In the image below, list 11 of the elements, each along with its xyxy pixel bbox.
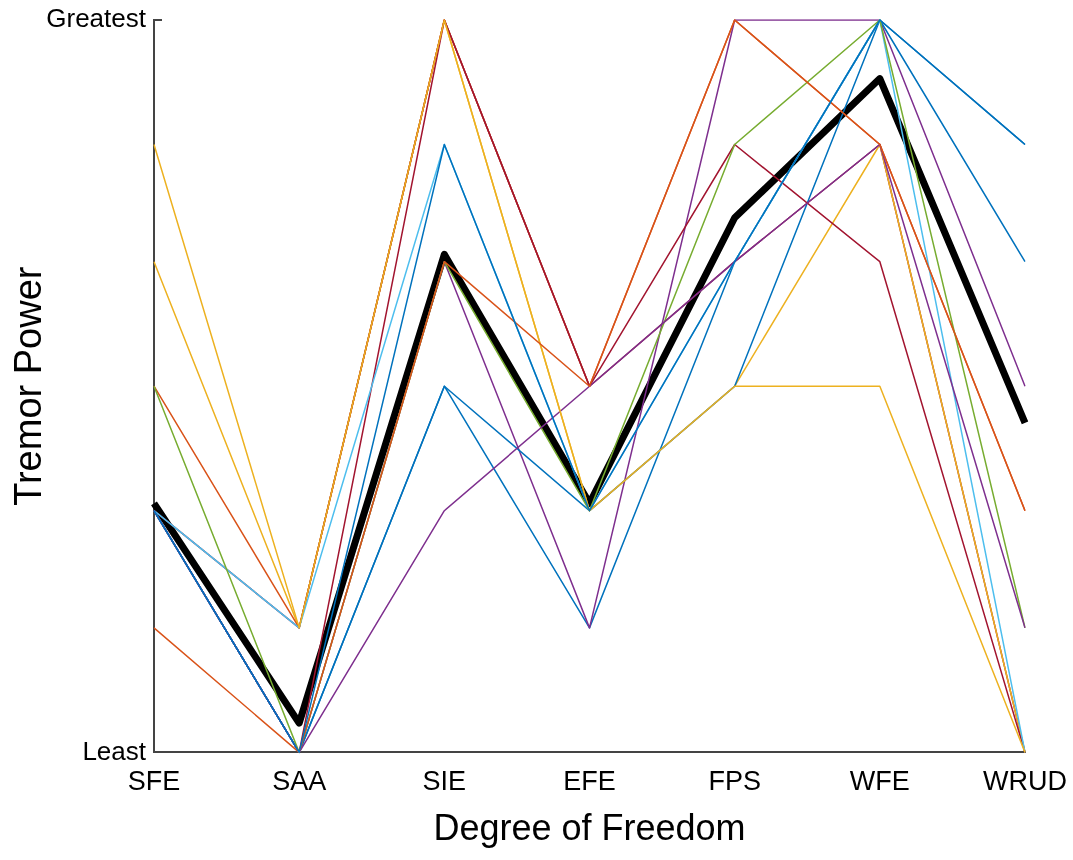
x-tick-label: SFE xyxy=(127,766,181,797)
text: Least xyxy=(82,735,147,766)
x-tick-label: EFE xyxy=(563,766,616,797)
x-tick-label: FPS xyxy=(708,766,761,797)
x-tick-label: WFE xyxy=(849,766,910,797)
y-axis-title: Tremor Power xyxy=(7,266,50,506)
text: Greatest xyxy=(46,3,147,34)
x-tick-label: SAA xyxy=(272,766,327,797)
x-tick-label: SIE xyxy=(422,766,467,797)
x-axis-title: Degree of Freedom xyxy=(433,807,746,849)
x-tick-label: WRUD xyxy=(983,766,1067,797)
